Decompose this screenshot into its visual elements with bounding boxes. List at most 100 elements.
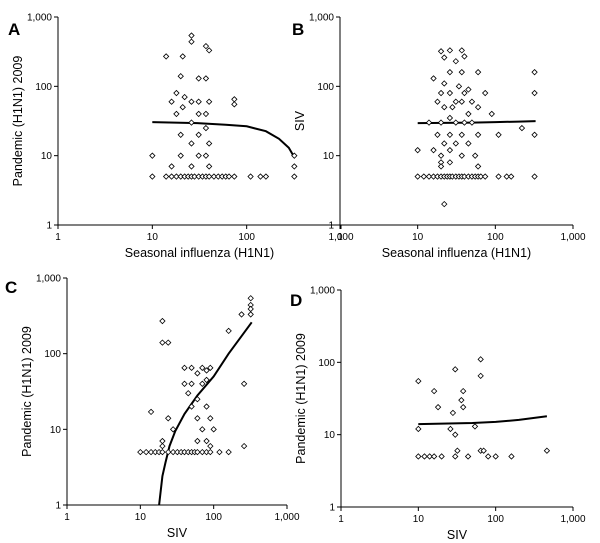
- data-point: [195, 98, 202, 105]
- data-point: [441, 80, 448, 87]
- data-point: [203, 403, 210, 410]
- data-point: [437, 119, 445, 126]
- data-point: [207, 448, 214, 456]
- data-point: [205, 173, 213, 180]
- data-point: [430, 147, 437, 154]
- data-point: [446, 159, 454, 166]
- data-point: [173, 173, 180, 180]
- x-tick-label: 1,000: [328, 232, 353, 243]
- panel-c: C 11 10 10 100 100 1,000 1,000 SIV Pandemic (H1N1…: [5, 274, 300, 541]
- data-point: [465, 86, 472, 93]
- data-point: [195, 152, 202, 159]
- data-point: [447, 425, 454, 433]
- data-point: [207, 415, 214, 422]
- panel-b: B 11 10 10 100 100 1,000 1,000 Seasonal influenz…: [292, 13, 586, 261]
- y-tick-label: 10: [50, 425, 62, 436]
- data-point: [460, 387, 467, 395]
- data-point: [474, 69, 482, 76]
- data-point: [149, 173, 156, 180]
- data-point: [461, 53, 468, 60]
- data-point: [472, 152, 479, 159]
- data-point: [188, 380, 195, 387]
- data-point: [207, 364, 214, 371]
- data-point: [291, 163, 298, 170]
- data-point: [452, 366, 459, 373]
- data-point: [179, 104, 186, 111]
- panel-label: D: [290, 291, 302, 310]
- data-point: [240, 380, 248, 387]
- data-point: [460, 403, 467, 411]
- data-point: [231, 173, 238, 180]
- data-point: [458, 69, 465, 76]
- data-point: [165, 415, 172, 422]
- data-point: [210, 173, 218, 180]
- data-point: [465, 140, 472, 147]
- data-point: [474, 104, 482, 111]
- data-point: [181, 364, 188, 371]
- data-point: [147, 448, 155, 456]
- x-tick-label: 1,000: [274, 512, 299, 523]
- data-point: [194, 396, 201, 403]
- data-point: [210, 426, 217, 433]
- data-point: [202, 152, 210, 159]
- data-point: [202, 42, 210, 50]
- data-point: [203, 437, 210, 445]
- data-point: [485, 453, 492, 460]
- data-point: [426, 453, 433, 460]
- data-point: [188, 32, 195, 39]
- x-tick-label: 100: [238, 232, 255, 243]
- data-point: [291, 152, 298, 159]
- data-point: [181, 380, 188, 387]
- data-point: [488, 110, 495, 118]
- data-point: [173, 110, 180, 118]
- data-point: [149, 152, 156, 159]
- data-point: [205, 140, 213, 147]
- data-point: [437, 152, 445, 159]
- data-point: [495, 131, 502, 138]
- x-tick-label: 10: [147, 232, 159, 243]
- data-point: [508, 173, 515, 180]
- data-point: [188, 163, 195, 170]
- data-point: [199, 380, 206, 387]
- data-point: [159, 437, 166, 445]
- y-tick-label: 1: [55, 501, 61, 512]
- data-point: [474, 163, 482, 170]
- fit-curve: [152, 121, 296, 158]
- data-point: [162, 53, 170, 60]
- data-point: [179, 53, 186, 60]
- data-point: [199, 448, 206, 456]
- data-point: [437, 89, 445, 97]
- y-tick-label: 100: [35, 82, 52, 93]
- x-tick-label: 10: [135, 512, 147, 523]
- data-point: [216, 448, 223, 456]
- data-point: [247, 295, 254, 302]
- data-point: [291, 173, 298, 180]
- data-point: [415, 425, 422, 433]
- data-point: [169, 426, 177, 433]
- data-point: [191, 173, 198, 180]
- y-axis-label: Pandemic (H1N1) 2009: [294, 333, 308, 464]
- data-point: [503, 173, 510, 180]
- data-point: [202, 75, 210, 82]
- x-axis-label: SIV: [167, 526, 188, 540]
- data-point: [458, 98, 465, 105]
- data-point: [205, 98, 213, 105]
- data-point: [194, 437, 201, 445]
- data-point: [430, 453, 438, 460]
- data-point: [461, 119, 468, 126]
- data-point: [159, 339, 166, 346]
- x-tick-label: 100: [487, 514, 504, 525]
- data-point: [455, 83, 463, 90]
- data-point: [482, 173, 489, 180]
- data-point: [205, 47, 213, 54]
- data-point: [518, 124, 526, 132]
- data-point: [471, 423, 479, 430]
- data-point: [477, 372, 484, 380]
- x-tick-label: 1: [337, 232, 343, 243]
- data-point: [414, 173, 421, 180]
- data-point: [434, 403, 442, 411]
- data-point: [458, 396, 465, 404]
- data-point: [531, 173, 538, 180]
- data-point: [438, 453, 445, 460]
- data-point: [231, 101, 238, 108]
